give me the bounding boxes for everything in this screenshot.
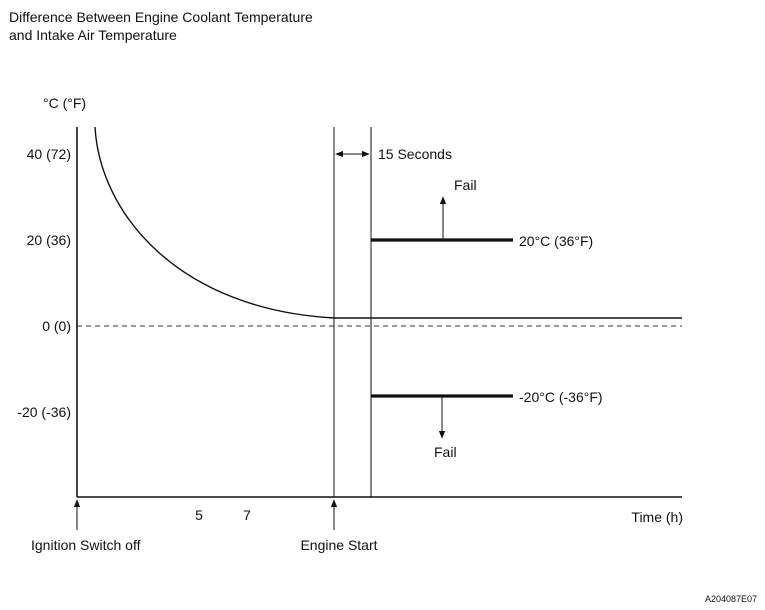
diagram-title-line-1: Difference Between Engine Coolant Temper…	[9, 9, 313, 25]
x-tick-label: 5	[195, 507, 203, 523]
upper-threshold-label: 20°C (36°F)	[519, 233, 593, 249]
ignition-off-label: Ignition Switch off	[31, 537, 141, 553]
x-axis-label: Time (h)	[631, 509, 683, 525]
y-tick-label: 0 (0)	[42, 318, 71, 334]
y-tick-label: 40 (72)	[27, 146, 71, 162]
y-tick-label: -20 (-36)	[17, 404, 71, 420]
y-tick-labels: 40 (72) 20 (36) 0 (0) -20 (-36)	[17, 146, 71, 420]
x-tick-label: 7	[243, 507, 251, 523]
upper-fail-label: Fail	[454, 177, 477, 193]
lower-fail-label: Fail	[434, 444, 457, 460]
figure-code: A204087E07	[705, 594, 757, 604]
y-axis-unit-label: °C (°F)	[43, 95, 86, 111]
engine-start-label: Engine Start	[300, 537, 377, 553]
y-tick-label: 20 (36)	[27, 232, 71, 248]
temperature-difference-curve	[94, 126, 682, 319]
lower-threshold-label: -20°C (-36°F)	[519, 389, 603, 405]
interval-label: 15 Seconds	[378, 146, 452, 162]
diagram-title-line-2: and Intake Air Temperature	[9, 27, 177, 43]
